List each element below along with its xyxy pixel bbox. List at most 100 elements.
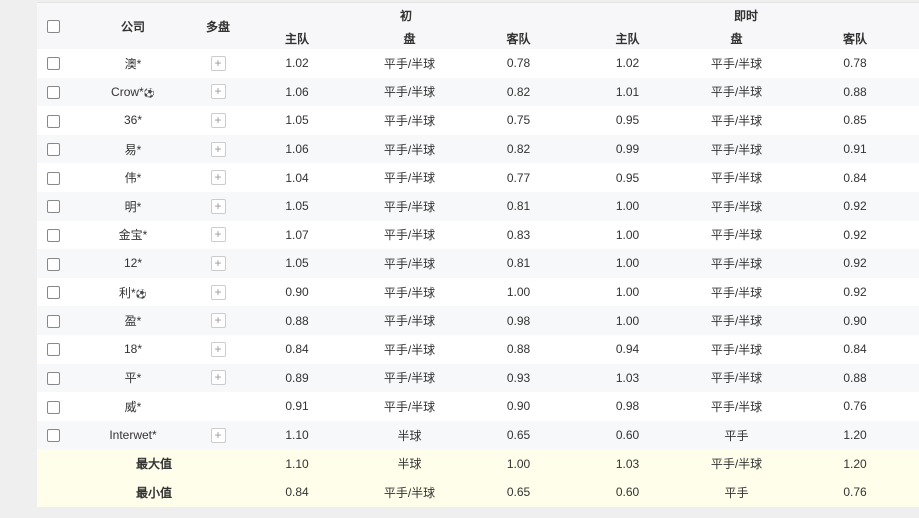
- expand-plus-icon[interactable]: +: [210, 198, 226, 214]
- odds-i-line: 平手/半球: [383, 314, 436, 329]
- table-row: 盈* +0.88 平手/半球 0.98 1.00 平手/半球 0.90: [37, 306, 919, 335]
- odds-l-line: 平手/半球: [710, 228, 763, 243]
- table-row: Interwet* +1.10 半球 0.65 0.60 平手 1.20: [37, 420, 919, 450]
- odds-l-home: 1.00: [615, 256, 640, 271]
- odds-i-home: 1.10: [285, 428, 309, 443]
- expand-plus-icon[interactable]: +: [210, 341, 226, 357]
- summary-i-line: 半球: [397, 457, 422, 472]
- expand-plus-icon[interactable]: +: [210, 427, 226, 443]
- row-checkbox[interactable]: [46, 429, 60, 443]
- odds-l-away: 0.84: [843, 342, 867, 357]
- row-checkbox[interactable]: [46, 229, 60, 243]
- odds-i-away: 0.77: [506, 170, 531, 185]
- row-checkbox[interactable]: [46, 314, 60, 328]
- summary-row: 最小值 0.84 平手/半球 0.65 0.60 平手 0.76: [37, 477, 919, 507]
- company-cell: 平*: [69, 364, 197, 393]
- company-name: 澳*: [124, 56, 142, 71]
- expand-plus-icon[interactable]: +: [210, 84, 226, 100]
- expand-plus-icon[interactable]: +: [210, 284, 226, 300]
- odds-l-home: 1.00: [615, 285, 640, 300]
- expand-plus-icon[interactable]: +: [210, 112, 226, 128]
- row-checkbox[interactable]: [46, 371, 60, 385]
- summary-label: 最大值: [135, 457, 172, 472]
- col-initial-away: 客队: [506, 31, 531, 46]
- row-checkbox[interactable]: [46, 257, 60, 271]
- table-row: Crow*⚽ +1.06 平手/半球 0.82 1.01 平手/半球 0.88: [37, 77, 919, 107]
- odds-l-away: 0.92: [843, 256, 867, 271]
- select-all-checkbox[interactable]: [46, 20, 60, 34]
- odds-table: 公司 多盘 初 即时 主队 盘 客队 主队 盘 客队 澳* +1.02 平手/半球…: [37, 3, 919, 507]
- col-live-home: 主队: [615, 31, 640, 46]
- row-checkbox[interactable]: [46, 286, 60, 300]
- odds-l-line: 平手/半球: [710, 113, 763, 128]
- company-cell: Crow*⚽: [69, 78, 197, 107]
- odds-l-away: 0.78: [843, 56, 867, 71]
- odds-i-line: 平手/半球: [383, 342, 436, 357]
- odds-l-away: 0.85: [843, 113, 867, 128]
- row-checkbox[interactable]: [46, 114, 60, 128]
- row-checkbox[interactable]: [46, 86, 60, 100]
- odds-l-home: 0.95: [615, 113, 640, 128]
- row-checkbox[interactable]: [46, 143, 60, 157]
- summary-l-away: 1.20: [843, 456, 867, 471]
- summary-label: 最小值: [135, 485, 172, 500]
- company-cell: 易*: [69, 135, 197, 164]
- col-live-line: 盘: [730, 31, 743, 46]
- odds-l-home: 1.00: [615, 199, 640, 214]
- row-checkbox[interactable]: [46, 57, 60, 71]
- odds-l-line: 平手/半球: [710, 342, 763, 357]
- ball-icon: ⚽: [143, 87, 155, 98]
- company-cell: 盈*: [69, 306, 197, 335]
- odds-i-home: 0.89: [285, 370, 309, 385]
- odds-i-away: 0.81: [506, 256, 531, 271]
- table-row: 威* 0.91 平手/半球 0.90 0.98 平手/半球 0.76: [37, 392, 919, 421]
- table-row: 明* +1.05 平手/半球 0.81 1.00 平手/半球 0.92: [37, 191, 919, 221]
- expand-plus-icon[interactable]: +: [210, 370, 226, 386]
- odds-i-away: 0.90: [506, 399, 531, 414]
- table-row: 12* +1.05 平手/半球 0.81 1.00 平手/半球 0.92: [37, 249, 919, 278]
- odds-table-container: 公司 多盘 初 即时 主队 盘 客队 主队 盘 客队 澳* +1.02 平手/半球…: [37, 2, 919, 507]
- odds-l-home: 1.03: [615, 370, 640, 385]
- odds-i-away: 1.00: [506, 285, 531, 300]
- expand-plus-icon[interactable]: +: [210, 55, 226, 71]
- row-checkbox[interactable]: [46, 400, 60, 414]
- table-row: 澳* +1.02 平手/半球 0.78 1.02 平手/半球 0.78: [37, 49, 919, 78]
- table-row: 利*⚽ +0.90 平手/半球 1.00 1.00 平手/半球 0.92: [37, 278, 919, 307]
- company-name: 18*: [123, 342, 143, 357]
- odds-l-home: 0.94: [615, 342, 640, 357]
- odds-i-home: 1.05: [285, 256, 309, 271]
- col-company: 公司: [120, 19, 145, 34]
- odds-l-home: 0.99: [615, 142, 640, 157]
- odds-i-home: 1.07: [285, 227, 309, 242]
- odds-i-away: 0.82: [506, 84, 531, 99]
- company-cell: 威*: [69, 392, 197, 421]
- summary-i-away: 0.65: [506, 485, 531, 500]
- odds-l-away: 0.92: [843, 227, 867, 242]
- company-name: Interwet*: [109, 428, 157, 443]
- odds-l-line: 平手: [724, 428, 749, 443]
- table-row: 18* +0.84 平手/半球 0.88 0.94 平手/半球 0.84: [37, 335, 919, 364]
- odds-l-line: 平手/半球: [710, 399, 763, 414]
- group-live: 即时: [734, 8, 759, 23]
- odds-l-away: 1.20: [843, 428, 867, 443]
- group-initial: 初: [400, 8, 413, 23]
- odds-i-line: 平手/半球: [383, 85, 436, 100]
- summary-l-home: 0.60: [615, 485, 640, 500]
- row-checkbox[interactable]: [46, 200, 60, 214]
- odds-l-home: 1.02: [615, 56, 640, 71]
- odds-l-line: 平手/半球: [710, 171, 763, 186]
- expand-plus-icon[interactable]: +: [210, 313, 226, 329]
- odds-i-home: 1.04: [285, 170, 309, 185]
- odds-i-away: 0.82: [506, 142, 531, 157]
- expand-plus-icon[interactable]: +: [210, 255, 226, 271]
- odds-l-away: 0.76: [843, 399, 867, 414]
- row-checkbox[interactable]: [46, 343, 60, 357]
- row-checkbox[interactable]: [46, 171, 60, 185]
- expand-plus-icon[interactable]: +: [210, 141, 226, 157]
- expand-plus-icon[interactable]: +: [210, 227, 226, 243]
- odds-i-home: 1.06: [285, 142, 309, 157]
- summary-i-home: 1.10: [285, 456, 309, 471]
- expand-plus-icon[interactable]: +: [210, 170, 226, 186]
- odds-i-line: 平手/半球: [383, 228, 436, 243]
- table-row: 易* +1.06 平手/半球 0.82 0.99 平手/半球 0.91: [37, 134, 919, 164]
